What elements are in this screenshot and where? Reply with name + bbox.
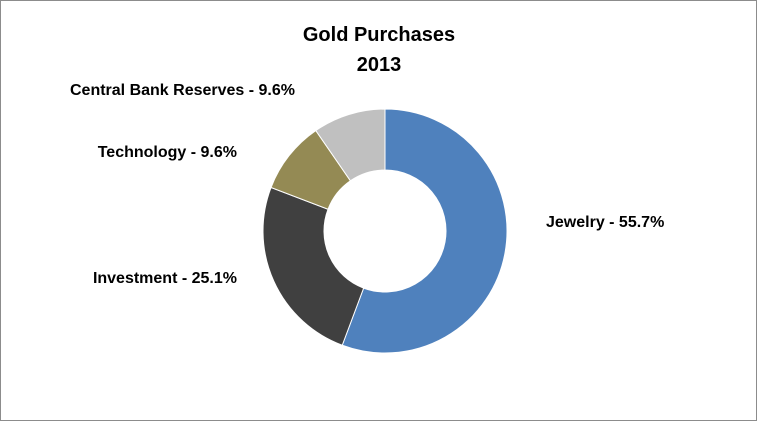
label-investment: Investment - 25.1%: [93, 270, 237, 287]
donut-slices: [262, 108, 508, 354]
slice-jewelry: [341, 108, 508, 354]
slice-central-bank-reserves: [315, 108, 386, 182]
label-central-bank-reserves: Central Bank Reserves - 9.6%: [70, 82, 295, 99]
chart-title-line-2: 2013: [357, 54, 402, 76]
chart-title-line-1: Gold Purchases: [303, 24, 455, 46]
label-technology: Technology - 9.6%: [98, 144, 237, 161]
slice-investment: [262, 186, 365, 346]
slice-labels: Jewelry - 55.7% Investment - 25.1% Technol…: [70, 82, 664, 287]
label-jewelry: Jewelry - 55.7%: [546, 214, 664, 231]
